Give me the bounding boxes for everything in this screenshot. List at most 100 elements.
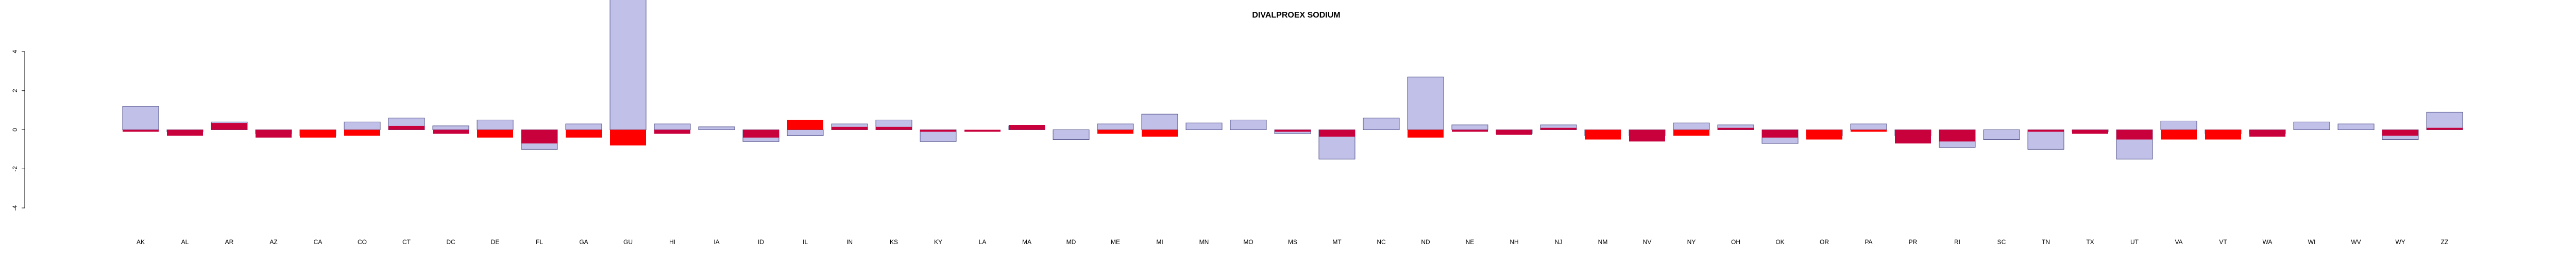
bar [1097,130,1133,134]
x-tick-label: MS [1288,238,1297,246]
bar [698,126,735,131]
x-tick-label: RI [1954,238,1960,246]
bar [1053,130,1090,140]
x-tick-label: KS [890,238,898,246]
x-tick-label: MA [1022,238,1031,246]
x-tick-label: TN [2042,238,2050,246]
bar [1850,123,1887,130]
bar [787,120,823,130]
x-tick-label: ID [758,238,764,246]
bar [1452,130,1488,132]
x-tick-label: NV [1643,238,1652,246]
bar [1718,127,1754,130]
bar [1408,130,1444,138]
x-tick-label: OH [1731,238,1740,246]
x-tick-label: ME [1111,238,1120,246]
y-tick-label: -4 [11,205,19,211]
bar [1407,76,1444,130]
x-tick-label: WI [2308,238,2316,246]
bar [1673,122,1710,130]
x-tick-label: IL [803,238,808,246]
x-tick-label: KY [934,238,942,246]
x-tick-label: WV [2351,238,2361,246]
x-tick-label: ND [1421,238,1430,246]
bar [2427,127,2463,130]
x-tick-label: IA [714,238,719,246]
bar [2028,130,2064,132]
bar [1275,130,1311,132]
bar [344,121,381,131]
bar [123,130,159,132]
bar [654,130,690,134]
bar [1363,118,1400,130]
bar [1762,130,1798,138]
bar [1585,130,1621,140]
x-tick-label: VA [2175,238,2182,246]
x-tick-label: AL [181,238,189,246]
bar [743,130,779,138]
bar [433,130,469,134]
bar [477,130,513,138]
x-tick-label: WA [2263,238,2273,246]
x-tick-label: OK [1775,238,1784,246]
bar [2027,130,2064,150]
bar [610,130,646,146]
bar [964,130,1001,132]
x-tick-label: NJ [1555,238,1563,246]
bar [2293,121,2330,131]
bar [477,120,514,130]
x-tick-label: MN [1199,238,1209,246]
bar [122,106,159,131]
x-tick-label: AK [137,238,145,246]
bar [1319,130,1355,137]
bar [1451,124,1488,130]
bar [1496,130,1532,135]
bar [566,130,602,138]
x-tick-label: ZZ [2441,238,2449,246]
bar [388,125,425,130]
chart-title: DIVALPROEX SODIUM [1252,11,1340,20]
bar [654,123,691,130]
y-tick-label: -2 [11,166,19,172]
bar [1939,130,1975,142]
bar [1895,130,1931,144]
y-tick-label: 2 [11,89,19,92]
bar [876,126,912,130]
bar [167,130,203,136]
x-tick-label: CT [402,238,411,246]
x-tick-label: MO [1243,238,1253,246]
x-tick-label: DE [491,238,500,246]
bar [565,123,602,130]
bar [787,130,824,136]
x-tick-label: AZ [269,238,277,246]
x-tick-label: NM [1598,238,1608,246]
x-tick-label: GU [623,238,633,246]
x-tick-label: UT [2130,238,2139,246]
x-tick-label: FL [536,238,543,246]
bar [832,126,868,130]
bar [609,0,647,130]
x-tick-label: NC [1377,238,1386,246]
bar [1142,130,1178,137]
bar [2072,130,2108,134]
x-tick-label: HI [669,238,675,246]
x-tick-label: IN [846,238,853,246]
bar [2249,130,2285,137]
bar [300,130,336,138]
bar [2382,130,2418,136]
bar [344,130,380,136]
bar [2426,111,2463,131]
bar [1097,123,1134,130]
bar [1009,125,1045,130]
x-tick-label: MD [1066,238,1076,246]
bar [1185,122,1223,130]
bar [432,125,469,131]
x-tick-label: VT [2219,238,2227,246]
x-tick-label: PR [1909,238,1918,246]
x-tick-label: NH [1510,238,1518,246]
bar [1983,130,2020,140]
bar [2205,130,2241,140]
y-tick-label: 0 [11,128,19,132]
